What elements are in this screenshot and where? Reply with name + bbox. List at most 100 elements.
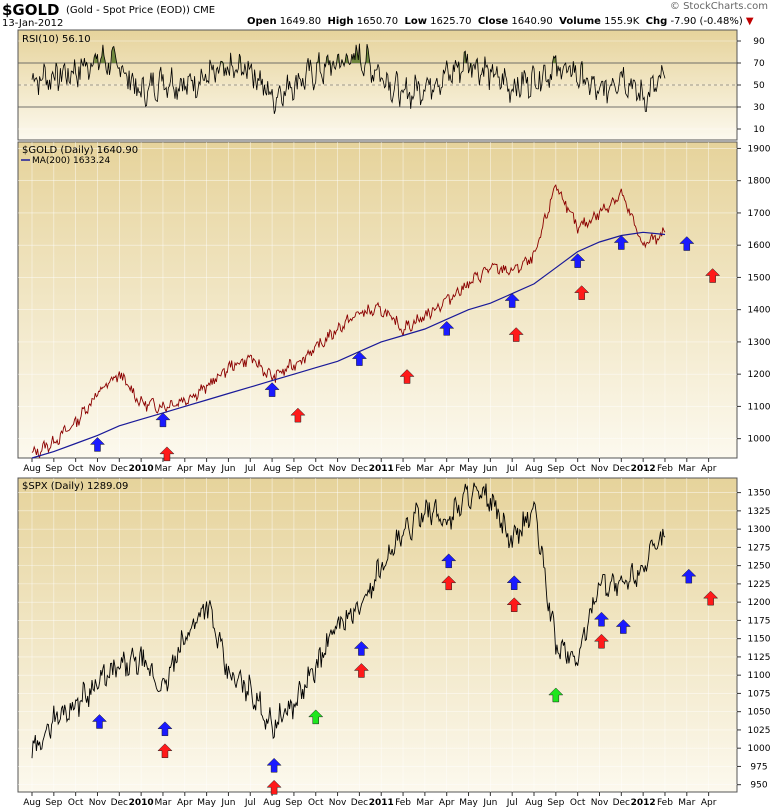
up-arrow-marker xyxy=(441,553,457,569)
x-tick-label: Oct xyxy=(570,464,586,474)
y-tick-label: 1150 xyxy=(748,635,771,645)
x-tick-label: Mar xyxy=(154,798,171,808)
y-tick-label: 1200 xyxy=(748,598,771,608)
down-arrow-marker xyxy=(441,575,457,591)
y-tick-label: 70 xyxy=(753,59,765,69)
down-arrow-marker xyxy=(703,590,719,606)
up-arrow-marker xyxy=(504,293,520,308)
x-tick-label: Oct xyxy=(68,464,84,474)
up-arrow-marker xyxy=(615,619,631,634)
x-tick-label: Jul xyxy=(244,798,256,808)
y-tick-label: 1300 xyxy=(748,338,771,348)
y-tick-label: 1800 xyxy=(748,177,771,187)
y-tick-label: 1300 xyxy=(748,525,771,535)
spx-price-panel: 950 975 1000 1025 1050 1075 1100 1125 1150 1175 12… xyxy=(17,477,771,808)
up-arrow-marker xyxy=(681,568,697,584)
x-tick-label: Sep xyxy=(45,798,62,808)
x-tick-label: Sep xyxy=(285,464,302,474)
down-arrow-marker xyxy=(506,597,522,612)
y-tick-label: 90 xyxy=(753,37,765,47)
gold-price-line xyxy=(31,184,666,459)
y-tick-label: 1400 xyxy=(748,306,771,316)
panel-background xyxy=(17,141,738,459)
gold-price-panel: 1000 1100 1200 1300 1400 1500 1600 1700 1800 1900… xyxy=(17,141,771,474)
x-tick-label: Apr xyxy=(701,798,717,808)
x-tick-label: Jul xyxy=(244,464,256,474)
x-tick-label: Oct xyxy=(308,464,324,474)
y-tick-label: 1125 xyxy=(748,653,771,663)
up-arrow-marker xyxy=(570,253,586,268)
y-tick-label: 1250 xyxy=(748,562,771,572)
x-tick-label: Jun xyxy=(220,798,235,808)
ma200-legend: MA(200) 1633.24 xyxy=(32,156,110,166)
y-tick-label: 1900 xyxy=(748,144,771,154)
stockcharts-logo: © StockCharts.com xyxy=(669,1,768,12)
x-tick-label: Mar xyxy=(416,464,433,474)
x-tick-label: Jun xyxy=(482,464,497,474)
x-tick-label: May xyxy=(459,798,478,808)
x-tick-label: Jun xyxy=(482,798,497,808)
y-tick-label: 1100 xyxy=(748,671,771,681)
up-arrow-marker xyxy=(89,437,106,452)
ticker-symbol: $GOLD xyxy=(2,1,60,19)
y-tick-label: 1000 xyxy=(748,435,771,445)
x-tick-label: Dec xyxy=(351,798,368,808)
up-arrow-marker xyxy=(266,757,282,773)
ticker-name: (Gold - Spot Price (EOD)) CME xyxy=(66,5,216,16)
y-tick-label: 1075 xyxy=(748,689,771,699)
chart-date: 13-Jan-2012 xyxy=(2,18,64,29)
x-tick-label: 2011 xyxy=(369,464,394,474)
y-tick-label: 30 xyxy=(753,103,765,113)
down-arrow-marker xyxy=(290,407,306,423)
down-arrow-marker xyxy=(508,327,524,342)
rsi-panel: 10 30 50 70 90 RSI(10) 56.10 xyxy=(17,29,765,141)
x-tick-label: Dec xyxy=(613,798,630,808)
y-tick-label: 1350 xyxy=(748,489,771,499)
up-arrow-marker xyxy=(506,575,522,590)
x-tick-label: Mar xyxy=(678,798,695,808)
y-tick-label: 1175 xyxy=(748,616,771,626)
spx-price-line xyxy=(31,482,666,759)
x-tick-label: Apr xyxy=(439,798,455,808)
x-tick-label: Sep xyxy=(45,464,62,474)
x-tick-label: Nov xyxy=(89,464,107,474)
x-tick-label: Aug xyxy=(23,798,41,808)
y-tick-label: 950 xyxy=(750,781,767,791)
x-tick-label: Sep xyxy=(547,798,564,808)
x-tick-label: Dec xyxy=(111,798,128,808)
up-arrow-marker xyxy=(157,721,173,737)
x-tick-label: Feb xyxy=(395,798,411,808)
x-tick-label: Feb xyxy=(395,464,411,474)
x-tick-label: Aug xyxy=(525,798,543,808)
x-tick-label: Aug xyxy=(263,798,281,808)
x-tick-label: May xyxy=(459,464,478,474)
up-arrow-marker xyxy=(155,412,171,428)
gold-legend: $GOLD (Daily) 1640.90 xyxy=(22,145,138,156)
panel-background xyxy=(17,477,738,793)
x-tick-label: Sep xyxy=(285,798,302,808)
ma200-line xyxy=(31,231,666,459)
x-tick-label: Oct xyxy=(68,798,84,808)
y-tick-label: 1100 xyxy=(748,402,771,412)
up-arrow-marker xyxy=(439,320,455,336)
y-tick-label: 1050 xyxy=(748,708,771,718)
up-arrow-marker xyxy=(353,641,370,656)
y-tick-label: 1000 xyxy=(748,744,771,754)
x-tick-label: Feb xyxy=(657,798,673,808)
x-tick-label: Dec xyxy=(613,464,630,474)
x-tick-label: Dec xyxy=(111,464,128,474)
x-tick-label: Apr xyxy=(701,464,717,474)
green-arrow-marker xyxy=(548,687,564,703)
x-tick-label: Mar xyxy=(416,798,433,808)
y-tick-label: 1500 xyxy=(748,273,771,283)
up-arrow-marker xyxy=(679,236,695,251)
y-tick-label: 1325 xyxy=(748,507,771,517)
x-tick-label: Apr xyxy=(177,798,193,808)
x-tick-label: Nov xyxy=(329,464,347,474)
x-tick-label: Nov xyxy=(329,798,347,808)
y-tick-label: 1700 xyxy=(748,209,771,219)
down-arrow-marker xyxy=(593,633,610,649)
up-arrow-marker xyxy=(264,382,280,397)
x-tick-label: Nov xyxy=(591,464,609,474)
